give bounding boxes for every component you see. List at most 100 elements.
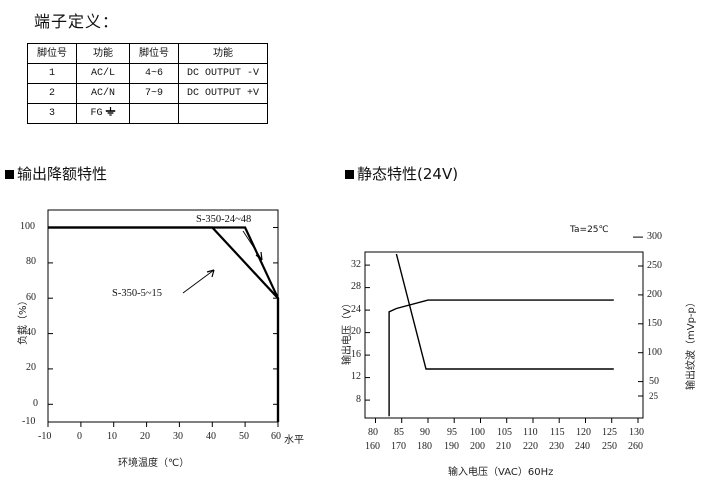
derating-ytick-40: 40 (26, 327, 36, 338)
static-xtick2-180: 180 (417, 441, 432, 452)
derating-plot-svg (47, 209, 280, 427)
cell-function-2: DC OUTPUT +V (178, 83, 268, 104)
ground-symbol-icon (105, 107, 116, 116)
static-xtick-130: 130 (629, 427, 644, 438)
derating-xtick-60: 60 (271, 431, 281, 442)
derating-label-s350-5-15: S-350-5~15 (112, 288, 163, 299)
derating-y-ticks (48, 227, 278, 423)
derating-xtick-30: 30 (173, 431, 183, 442)
derating-ytick-0: 0 (33, 398, 38, 409)
static-xtick2-250: 250 (602, 441, 617, 452)
derating-ytick-20: 20 (26, 362, 36, 373)
terminal-definition-title: 端子定义： (34, 12, 120, 31)
static-curve-output-ripple (395, 253, 614, 370)
header-function-1: 功能 (76, 43, 130, 64)
derating-ytick-80: 80 (26, 256, 36, 267)
derating-curve-s350-24-48 (48, 226, 280, 422)
static-xtick-105: 105 (497, 427, 512, 438)
static-y2tick-250: 250 (647, 260, 662, 271)
static-xtick-90: 90 (420, 427, 430, 438)
static-xtick-120: 120 (576, 427, 591, 438)
derating-curve-s350-5-15 (48, 226, 280, 422)
static-ytick-8: 8 (356, 394, 361, 405)
static-x-axis-title: 输入电压（VAC）60Hz (448, 467, 554, 478)
section-heading-static: 静态特性(24V) (345, 163, 458, 184)
cell-pin-no: 2 (27, 83, 77, 104)
static-y2tick-300: 300 (647, 231, 662, 242)
section-heading-derating: 输出降额特性 (5, 163, 107, 184)
static-y2tick-100: 100 (647, 347, 662, 358)
static-xtick-95: 95 (447, 427, 457, 438)
square-bullet-icon (345, 170, 354, 179)
cell-function-2 (178, 103, 268, 124)
static-left-y-ticks (365, 264, 370, 401)
static-y2tick-200: 200 (647, 289, 662, 300)
derating-ytick-100: 100 (20, 221, 35, 232)
derating-xtick-neg10: -10 (38, 431, 52, 442)
static-ytick-24: 24 (351, 304, 361, 315)
static-ytick-20: 20 (351, 326, 361, 337)
static-xtick-110: 110 (523, 427, 538, 438)
static-y2tick-50: 50 (649, 376, 659, 387)
cell-pin-no-2 (129, 103, 179, 124)
static-xtick2-220: 220 (523, 441, 538, 452)
static-chart: Ta=25℃ 32 28 24 20 16 12 8 300 250 200 1… (330, 200, 704, 491)
static-ytick-32: 32 (351, 259, 361, 270)
static-ytick-16: 16 (351, 349, 361, 360)
derating-x-ticks (47, 422, 279, 427)
derating-chart: 100 80 60 40 20 0 -10 -10 0 10 20 30 40 … (0, 200, 330, 491)
static-xtick-125: 125 (602, 427, 617, 438)
static-y2-axis-title: 输出纹波（mVp-p） (686, 297, 697, 390)
static-y-axis-title: 输出电压（V） (342, 298, 353, 365)
cell-pin-no: 1 (27, 63, 77, 84)
cell-function: AC/L (76, 63, 130, 84)
derating-xtick-20: 20 (140, 431, 150, 442)
table-row: 2 AC/N 7~9 DC OUTPUT +V (27, 83, 268, 104)
static-xtick2-240: 240 (575, 441, 590, 452)
static-xtick2-160: 160 (365, 441, 380, 452)
derating-ytick-neg10: -10 (22, 416, 36, 427)
static-y2tick-25: 25 (649, 391, 658, 401)
static-xtick2-260: 260 (628, 441, 643, 452)
derating-x-suffix-label: 水平 (284, 435, 304, 446)
static-ytick-28: 28 (351, 281, 361, 292)
derating-xtick-50: 50 (239, 431, 249, 442)
static-xtick2-170: 170 (391, 441, 406, 452)
cell-pin-no-2: 4~6 (129, 63, 179, 84)
static-xtick-115: 115 (550, 427, 565, 438)
static-curve-output-voltage (388, 299, 614, 417)
cell-function-fg-label: FG (90, 108, 103, 119)
static-chart-note: Ta=25℃ (570, 225, 609, 235)
square-bullet-icon (5, 170, 14, 179)
static-x-ticks (375, 418, 639, 423)
static-right-y-ticks (633, 236, 643, 397)
header-function-2: 功能 (178, 43, 268, 64)
derating-y-axis-title: 负载（%） (18, 295, 29, 345)
static-xtick2-200: 200 (470, 441, 485, 452)
static-xtick2-230: 230 (549, 441, 564, 452)
table-header-row: 脚位号 功能 脚位号 功能 (27, 43, 268, 64)
static-ytick-12: 12 (351, 371, 361, 382)
section-heading-static-label: 静态特性(24V) (357, 165, 459, 183)
table-row: 3 FG (27, 103, 268, 124)
table-row: 1 AC/L 4~6 DC OUTPUT -V (27, 63, 268, 84)
derating-label-s350-24-48: S-350-24~48 (196, 214, 252, 225)
cell-function-2: DC OUTPUT -V (178, 63, 268, 84)
static-xtick2-190: 190 (444, 441, 459, 452)
pin-definition-table: 脚位号 功能 脚位号 功能 1 AC/L 4~6 DC OUTPUT -V 2 … (27, 43, 268, 124)
header-pin-no-1: 脚位号 (27, 43, 77, 64)
derating-ytick-60: 60 (26, 292, 36, 303)
derating-x-axis-title: 环境温度（℃） (118, 458, 190, 469)
static-xtick-100: 100 (470, 427, 485, 438)
cell-function-fg: FG (76, 103, 130, 124)
derating-xtick-0: 0 (77, 431, 82, 442)
static-plot-svg (364, 236, 644, 423)
header-pin-no-2: 脚位号 (129, 43, 179, 64)
derating-xtick-40: 40 (206, 431, 216, 442)
static-y2tick-150: 150 (647, 318, 662, 329)
static-xtick2-210: 210 (496, 441, 511, 452)
static-xtick-80: 80 (368, 427, 378, 438)
cell-pin-no-2: 7~9 (129, 83, 179, 104)
section-heading-derating-label: 输出降额特性 (17, 165, 108, 183)
static-xtick-85: 85 (394, 427, 404, 438)
